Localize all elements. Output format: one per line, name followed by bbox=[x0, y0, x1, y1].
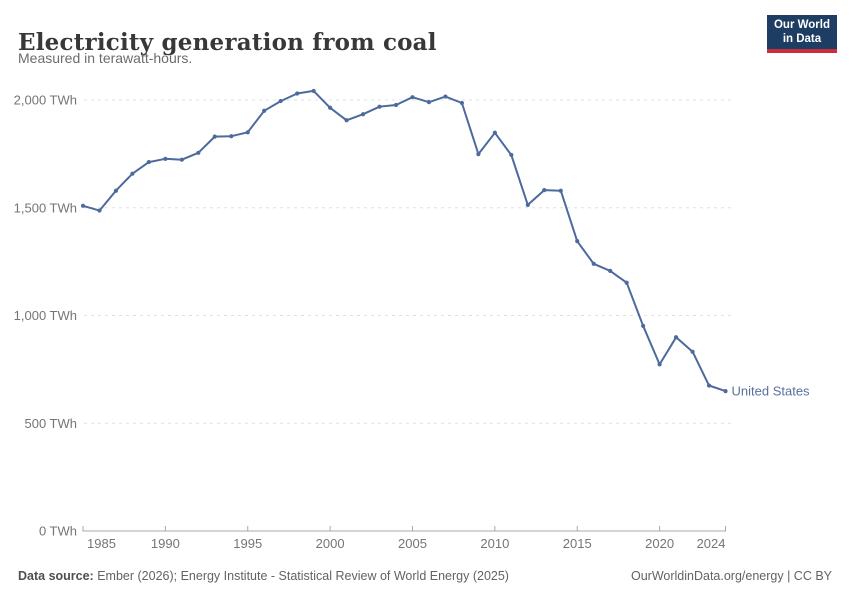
license-note[interactable]: OurWorldinData.org/energy | CC BY bbox=[630, 569, 832, 583]
data-point[interactable] bbox=[690, 349, 695, 354]
data-point[interactable] bbox=[459, 100, 465, 106]
chart-footer: Data source: Ember (2026); Energy Instit… bbox=[18, 569, 832, 583]
data-point[interactable] bbox=[608, 268, 613, 273]
data-point[interactable] bbox=[673, 335, 679, 340]
data-source-text: Ember (2026); Energy Institute - Statist… bbox=[93, 569, 509, 583]
data-point[interactable] bbox=[212, 134, 217, 139]
x-axis-tick-label: 1985 bbox=[87, 536, 116, 551]
data-point[interactable] bbox=[575, 239, 580, 244]
data-point[interactable] bbox=[130, 171, 135, 176]
data-point[interactable] bbox=[426, 100, 432, 105]
data-point[interactable] bbox=[393, 102, 399, 108]
x-axis-tick-label: 2015 bbox=[563, 536, 592, 551]
x-axis-tick-label: 2020 bbox=[645, 536, 674, 551]
data-point[interactable] bbox=[377, 104, 382, 109]
data-source-label: Data source: bbox=[18, 569, 94, 583]
x-axis-tick-label: 1995 bbox=[233, 536, 262, 551]
owid-logo-line2: in Data bbox=[782, 33, 822, 46]
x-axis-tick-label: 1990 bbox=[151, 536, 180, 551]
x-axis-tick-label: 2010 bbox=[480, 536, 509, 551]
data-point[interactable] bbox=[229, 134, 234, 139]
data-point[interactable] bbox=[179, 157, 184, 162]
series-line[interactable] bbox=[82, 89, 727, 393]
y-axis-tick-label: 2,000 TWh bbox=[14, 93, 77, 108]
data-point[interactable] bbox=[525, 202, 530, 208]
data-point[interactable] bbox=[542, 187, 547, 193]
series-end-label[interactable]: United States bbox=[732, 384, 811, 399]
data-point[interactable] bbox=[723, 389, 728, 394]
data-point[interactable] bbox=[509, 152, 514, 158]
chart-title: Electricity generation from coal bbox=[18, 29, 437, 57]
owid-logo-line1: Our World bbox=[773, 19, 830, 31]
y-axis-tick-label: 0 TWh bbox=[39, 524, 77, 539]
y-axis-tick-label: 1,000 TWh bbox=[14, 308, 77, 323]
chart-subtitle: Measured in terawatt-hours. bbox=[18, 50, 193, 66]
data-point[interactable] bbox=[624, 280, 629, 285]
data-point[interactable] bbox=[295, 91, 300, 96]
data-point[interactable] bbox=[146, 159, 151, 165]
y-axis-tick-label: 500 TWh bbox=[24, 416, 77, 431]
data-point[interactable] bbox=[657, 362, 662, 367]
data-point[interactable] bbox=[360, 112, 366, 117]
data-point[interactable] bbox=[443, 94, 448, 99]
x-axis-tick-label: 2024 bbox=[697, 536, 726, 551]
y-axis-tick-label: 1,500 TWh bbox=[14, 200, 77, 215]
data-point[interactable] bbox=[706, 383, 712, 388]
data-point[interactable] bbox=[97, 208, 102, 213]
data-point[interactable] bbox=[492, 130, 497, 135]
x-axis-tick-label: 2005 bbox=[398, 536, 427, 551]
data-point[interactable] bbox=[641, 323, 646, 328]
data-point[interactable] bbox=[328, 105, 333, 110]
data-point[interactable] bbox=[344, 118, 349, 123]
x-axis-tick-label: 2000 bbox=[316, 536, 345, 551]
data-source-note: Data source: Ember (2026); Energy Instit… bbox=[18, 569, 509, 583]
data-point[interactable] bbox=[558, 188, 563, 193]
owid-logo[interactable]: Our World in Data bbox=[766, 15, 837, 53]
data-point[interactable] bbox=[476, 151, 481, 157]
data-point[interactable] bbox=[163, 156, 168, 161]
data-point[interactable] bbox=[113, 188, 119, 193]
data-point[interactable] bbox=[80, 203, 86, 208]
data-point[interactable] bbox=[278, 98, 283, 104]
data-point[interactable] bbox=[262, 108, 267, 113]
data-point[interactable] bbox=[311, 88, 316, 94]
data-point[interactable] bbox=[196, 150, 201, 155]
data-point[interactable] bbox=[245, 130, 250, 135]
data-point[interactable] bbox=[591, 261, 596, 266]
data-point[interactable] bbox=[410, 95, 415, 100]
